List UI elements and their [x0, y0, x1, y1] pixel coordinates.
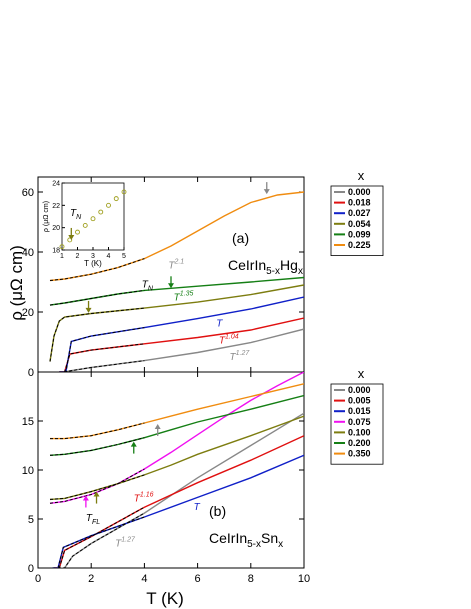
fit-line-0.200 — [49, 437, 145, 456]
inset-x-tick-label: 2 — [76, 253, 80, 260]
inset-point-5 — [98, 209, 104, 215]
arrow-tfl-0075-head — [82, 495, 89, 501]
inset-point-8 — [121, 189, 127, 195]
compound-label: CeIrIn5-xSnx — [209, 530, 283, 550]
inset-arrow-head — [68, 234, 75, 240]
fit-line-0.099 — [49, 289, 145, 306]
x-tick-label: 0 — [35, 573, 41, 585]
inset-point-6 — [106, 202, 111, 208]
inset-x-tick-label: 4 — [107, 253, 111, 260]
inset-point-7 — [113, 196, 119, 202]
series-line-0.027 — [59, 296, 304, 372]
arrow-tn-0054-head — [85, 307, 92, 313]
legend-label-0.350: 0.350 — [348, 449, 371, 459]
fit-line-0.075 — [49, 468, 145, 504]
legend-label-0.015: 0.015 — [348, 406, 371, 416]
series-line-0.000 — [58, 412, 304, 568]
x-tick-label: 6 — [195, 573, 201, 585]
annotation-5: T1.27 — [230, 350, 251, 363]
series-line-0.005 — [54, 435, 304, 568]
y-tick-label: 60 — [22, 187, 34, 199]
inset-y-tick-label: 22 — [52, 203, 60, 210]
annotation-1: TN — [142, 279, 154, 292]
inset-point-2 — [75, 229, 80, 235]
inset-tn-label: TN — [70, 208, 82, 221]
annotation-4: T1.04 — [219, 334, 239, 347]
fit-line-0.018 — [59, 343, 145, 372]
inset-y-tick-label: 24 — [52, 181, 60, 188]
inset-x-label: T (K) — [84, 259, 102, 268]
y-tick-label: 40 — [22, 247, 34, 259]
inset-point-4 — [90, 216, 96, 222]
panel-label: (b) — [209, 503, 226, 519]
annotation-0: T2.1 — [168, 259, 184, 272]
series-line-0.075 — [49, 372, 304, 504]
y-axis-label: ρ (μΩ cm) — [7, 245, 26, 321]
legend-title: x — [358, 366, 365, 381]
fit-line-0.027 — [59, 327, 145, 372]
legend-label-0.100: 0.100 — [348, 427, 371, 437]
fit-line-0.054 — [49, 307, 145, 362]
annotation-1: T1.16 — [134, 491, 154, 504]
annotation-2: T — [194, 502, 201, 513]
legend-label-0.000: 0.000 — [348, 385, 371, 395]
arrow-tn-0099-head — [168, 283, 174, 289]
inset-y-tick-label: 20 — [52, 225, 60, 232]
legend-label-0.200: 0.200 — [348, 438, 371, 448]
series-line-0.018 — [59, 317, 304, 372]
fit-line-0.000 — [58, 512, 145, 568]
panel-a: 0 20 40 60 T2.1 TN T1.35 T T1.04 T1.27 (a) CeIrIn5-… — [22, 168, 384, 379]
inset-y-label: ρ (μΩ cm) — [43, 201, 50, 232]
x-tick-label: 10 — [298, 573, 310, 585]
fit-line-0.225 — [49, 258, 145, 281]
legend-label-0.027: 0.027 — [348, 208, 371, 218]
y-tick-label: 10 — [22, 465, 34, 477]
annotation-0: TFL — [86, 513, 100, 526]
x-tick-label: 8 — [248, 573, 254, 585]
y-tick-label: 5 — [28, 514, 34, 526]
inset-point-0 — [59, 244, 65, 250]
y-tick-label: 0 — [28, 563, 34, 575]
legend-label-0.099: 0.099 — [348, 229, 371, 239]
legend-label-0.075: 0.075 — [348, 417, 371, 427]
legend-label-0.054: 0.054 — [348, 219, 371, 229]
series-line-0.015 — [52, 454, 304, 568]
panel-label: (a) — [232, 230, 249, 246]
arrow-tfl-0100-head — [93, 491, 100, 497]
legend-box — [330, 383, 384, 465]
inset-y-tick-label: 18 — [52, 248, 60, 255]
arrow-tn-0225-head — [263, 189, 270, 195]
y-tick-label: 0 — [28, 367, 34, 379]
x-tick-label: 2 — [88, 573, 94, 585]
fit-line-0.350 — [50, 422, 145, 440]
annotation-3: T1.27 — [115, 536, 136, 549]
arrow-tfl-0350-head — [154, 423, 161, 429]
fit-line-0.000 — [59, 360, 145, 372]
inset: 1 2 3 4 5 18 20 22 24 T (K) ρ (μΩ cm) TN — [43, 181, 127, 268]
annotation-3: T — [216, 318, 223, 329]
legend-label-0.000: 0.000 — [348, 187, 371, 197]
fit-line-0.015 — [52, 516, 145, 568]
legend-title: x — [358, 168, 365, 183]
inset-x-tick-label: 5 — [122, 253, 126, 260]
compound-label: CeIrIn5-xHgx — [228, 257, 303, 277]
inset-x-tick-label: 1 — [60, 253, 64, 260]
inset-x-tick-label: 3 — [91, 253, 95, 260]
fit-line-0.100 — [49, 474, 145, 500]
panel-b: 0 2 4 6 8 10 0 5 10 15 TFL T1.16 T T1.27 (b) CeIrIn5-xS… — [22, 366, 384, 585]
legend-label-0.018: 0.018 — [348, 198, 371, 208]
arrow-tfl-0200-head — [130, 441, 137, 447]
series-line-0.200 — [49, 394, 304, 456]
inset-point-3 — [82, 222, 88, 228]
x-tick-label: 4 — [141, 573, 147, 585]
legend-label-0.005: 0.005 — [348, 396, 371, 406]
inset-point-1 — [67, 237, 73, 243]
x-axis-label: T (K) — [146, 589, 183, 608]
legend-label-0.225: 0.225 — [348, 240, 371, 250]
y-tick-label: 15 — [22, 416, 34, 428]
annotation-2: T1.35 — [174, 291, 194, 304]
y-tick-label: 20 — [22, 307, 34, 319]
